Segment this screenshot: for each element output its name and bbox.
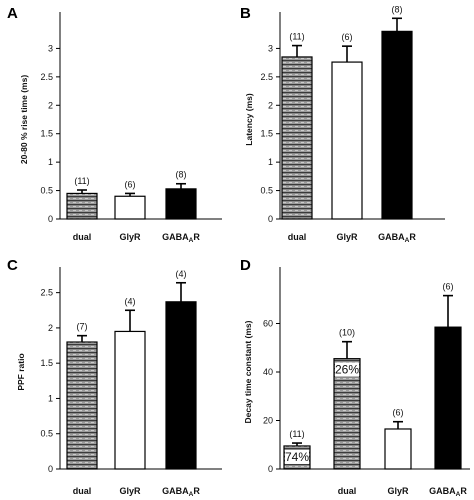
category-label: dual: [288, 232, 307, 242]
sample-size-label: (4): [125, 296, 136, 306]
sample-size-label: (6): [125, 179, 136, 189]
y-tick-label: 1: [268, 157, 273, 167]
sample-size-label: (11): [289, 429, 304, 439]
category-label: GlyR: [119, 486, 141, 496]
percent-label: 74%: [285, 450, 309, 464]
sample-size-label: (6): [393, 408, 404, 418]
y-tick-label: 2.5: [260, 72, 273, 82]
y-tick-label: 1.5: [40, 129, 53, 139]
sample-size-label: (8): [392, 4, 403, 14]
sample-size-label: (11): [289, 32, 304, 42]
percent-label: 26%: [335, 363, 359, 377]
sample-size-label: (6): [342, 32, 353, 42]
category-label: GlyR: [336, 232, 358, 242]
y-tick-label: 2.5: [40, 72, 53, 82]
y-tick-label: 1.5: [40, 358, 53, 368]
panel-letter: D: [240, 257, 251, 274]
sample-size-label: (6): [443, 282, 454, 292]
category-label: GABAAR: [429, 486, 467, 498]
bar: [281, 56, 313, 220]
bar: [66, 341, 98, 470]
bar: [333, 358, 361, 470]
y-tick-label: 0: [48, 464, 53, 474]
bar: [434, 326, 462, 470]
y-tick-label: 0.5: [40, 429, 53, 439]
y-tick-label: 1: [48, 393, 53, 403]
y-axis-title: Latency (ms): [244, 93, 254, 146]
y-tick-label: 20: [263, 416, 273, 426]
y-tick-label: 60: [263, 319, 273, 329]
y-axis-title: PPF ratio: [16, 353, 26, 390]
bar: [114, 195, 146, 220]
y-tick-label: 2: [48, 323, 53, 333]
sample-size-label: (11): [74, 176, 89, 186]
category-label: dual: [73, 486, 92, 496]
y-tick-label: 0: [268, 214, 273, 224]
y-tick-label: 1: [48, 157, 53, 167]
category-label: GABAAR: [162, 486, 200, 498]
y-tick-label: 2.5: [40, 288, 53, 298]
y-tick-label: 2: [48, 100, 53, 110]
category-label: GlyR: [387, 486, 409, 496]
bar: [165, 301, 197, 470]
y-tick-label: 1.5: [260, 129, 273, 139]
y-tick-label: 3: [48, 43, 53, 53]
sample-size-label: (7): [77, 322, 88, 332]
percent-label-bg: [285, 449, 309, 464]
bar: [381, 30, 413, 220]
y-tick-label: 0: [48, 214, 53, 224]
bar: [331, 61, 363, 220]
panel-letter: B: [240, 5, 251, 22]
sample-size-label: (8): [176, 170, 187, 180]
chart-panel-a: A 0 0.5 1 1.5 2 2.5 3 20-80 % rise time (ms) (11)…: [7, 5, 222, 244]
panel-letter: A: [7, 5, 18, 22]
y-tick-label: 0.5: [40, 186, 53, 196]
y-tick-label: 0.5: [260, 186, 273, 196]
y-axis-title: Decay time constant (ms): [243, 320, 253, 423]
sample-size-label: (4): [176, 269, 187, 279]
y-tick-label: 0: [268, 464, 273, 474]
chart-panel-d: D 0 20 40 60 Decay time constant (ms) (11) 74% (…: [240, 257, 470, 498]
category-label: dual: [73, 232, 92, 242]
y-tick-label: 2: [268, 100, 273, 110]
y-axis-title: 20-80 % rise time (ms): [19, 75, 29, 164]
percent-label-bg: [335, 362, 359, 377]
bar: [114, 330, 146, 470]
bar: [165, 188, 197, 220]
chart-panel-c: C 0 0.5 1 1.5 2 2.5 PPF ratio (7) dual (4) GlyR (4) G…: [7, 257, 222, 498]
chart-panel-b: B 0 0.5 1 1.5 2 2.5 3 Latency (ms) (11) dual (6) Gly…: [240, 4, 445, 244]
category-label: GlyR: [119, 232, 141, 242]
bar: [66, 192, 98, 220]
bar: [384, 428, 412, 470]
sample-size-label: (10): [339, 328, 355, 338]
category-label: GABAAR: [378, 232, 416, 244]
y-tick-label: 40: [263, 367, 273, 377]
category-label: dual: [338, 486, 357, 496]
panel-letter: C: [7, 257, 18, 274]
category-label: GABAAR: [162, 232, 200, 244]
y-tick-label: 3: [268, 43, 273, 53]
